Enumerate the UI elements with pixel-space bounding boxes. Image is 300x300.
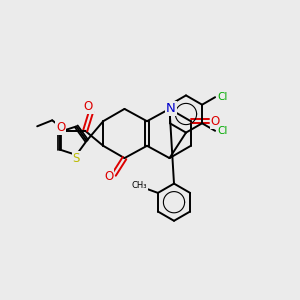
Text: Cl: Cl [218,92,228,102]
Text: N: N [166,102,176,116]
Text: O: O [211,115,220,128]
Text: S: S [73,152,80,165]
Text: Cl: Cl [218,126,228,136]
Text: O: O [104,169,113,183]
Text: O: O [84,100,93,113]
Text: O: O [56,121,65,134]
Text: CH₃: CH₃ [131,181,147,190]
